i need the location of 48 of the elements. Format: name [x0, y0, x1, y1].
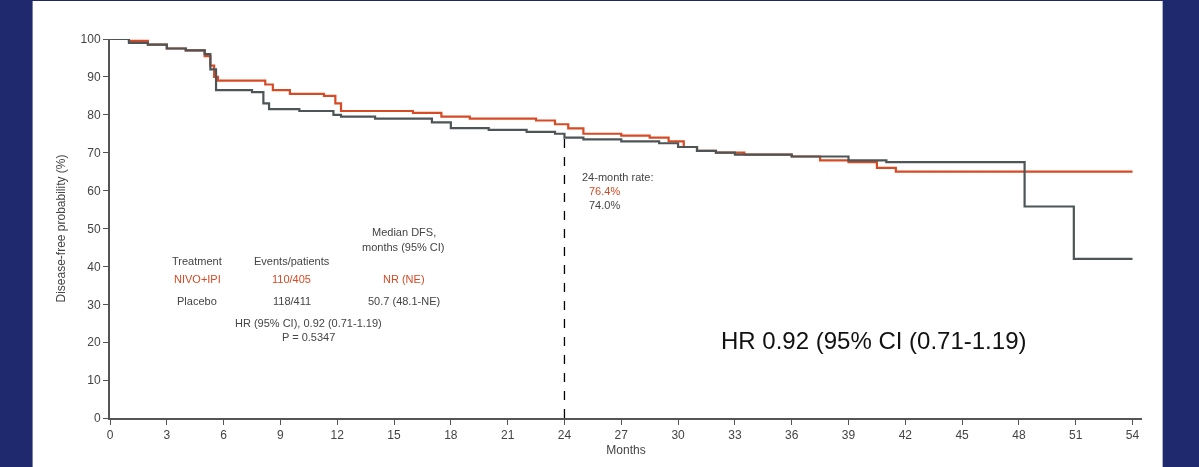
x-tick-label: 9	[277, 428, 285, 443]
x-tick-label: 39	[841, 428, 856, 443]
x-tick-label: 6	[220, 428, 228, 443]
y-tick-label: 20	[87, 335, 101, 350]
annotation: NR (NE)	[383, 273, 425, 285]
x-tick-label: 12	[330, 428, 345, 443]
y-tick-label: 60	[87, 183, 101, 198]
y-tick-label: 80	[87, 108, 101, 122]
annotation: Median DFS,	[372, 226, 437, 238]
x-tick-label: 33	[728, 428, 742, 443]
annotation: 74.0%	[589, 199, 621, 211]
annotation: 50.7 (48.1-NE)	[368, 295, 441, 307]
x-tick-label: 51	[1069, 428, 1083, 443]
x-tick-label: 54	[1125, 428, 1140, 443]
annotation: 24-month rate:	[582, 171, 654, 183]
y-axis-title: Disease-free probability (%)	[54, 154, 69, 303]
annotation: Events/patients	[254, 255, 330, 267]
x-tick-label: 27	[614, 428, 629, 443]
annotation: Placebo	[177, 295, 217, 307]
x-tick-label: 21	[500, 428, 515, 443]
x-tick-label: 30	[671, 428, 686, 443]
y-tick-label: 0	[93, 411, 101, 426]
annotation: 110/405	[272, 273, 311, 285]
x-tick-label: 18	[444, 428, 458, 443]
annotation: HR 0.92 (95% CI (0.71-1.19)	[721, 327, 1027, 354]
y-tick-label: 10	[87, 373, 101, 388]
x-tick-label: 24	[557, 428, 572, 443]
x-tick-label: 15	[387, 428, 402, 443]
y-tick-label: 40	[87, 259, 101, 274]
x-tick-label: 48	[1012, 428, 1026, 443]
y-tick-label: 70	[87, 145, 101, 160]
x-tick-label: 0	[106, 428, 114, 443]
y-tick-label: 90	[87, 70, 101, 85]
annotation: P = 0.5347	[282, 331, 336, 343]
annotation: months (95% CI)	[362, 241, 445, 253]
annotation: NIVO+IPI	[174, 273, 221, 285]
y-tick-label: 30	[87, 297, 101, 312]
annotation: 118/411	[273, 295, 312, 307]
y-tick-label: 50	[87, 221, 101, 236]
x-axis-title: Months	[606, 442, 646, 457]
annotation: 76.4%	[589, 185, 621, 197]
x-tick-label: 36	[785, 428, 799, 443]
x-tick-label: 42	[898, 428, 913, 443]
annotation: HR (95% CI), 0.92 (0.71-1.19)	[235, 317, 382, 329]
x-tick-label: 3	[163, 428, 171, 443]
y-tick-label: 100	[80, 32, 101, 47]
x-tick-label: 45	[955, 428, 970, 443]
annotation: Treatment	[172, 255, 222, 267]
